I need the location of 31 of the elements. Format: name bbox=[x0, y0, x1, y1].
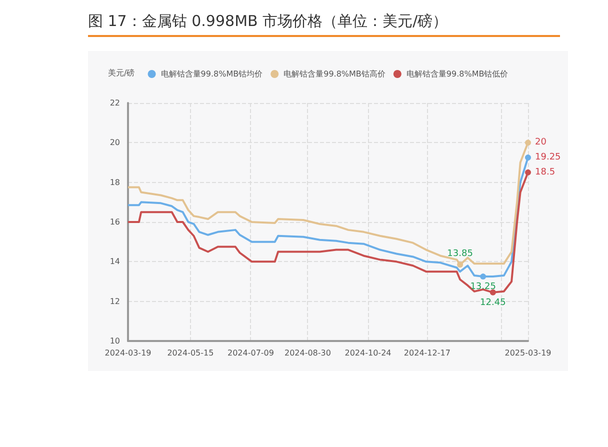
y-tick-label: 18 bbox=[110, 178, 120, 187]
point bbox=[490, 289, 496, 296]
y-tick-label: 20 bbox=[110, 138, 120, 148]
data-label: 12.45 bbox=[480, 298, 506, 308]
x-tick-label: 2025-03-19 bbox=[504, 348, 552, 358]
point bbox=[457, 262, 464, 268]
legend-label: 电解钴含量99.8%MB钴均价 bbox=[160, 70, 263, 78]
x-tick-label: 2024-05-15 bbox=[167, 348, 214, 358]
x-tick-label: 2024-12-17 bbox=[404, 348, 450, 358]
point bbox=[525, 154, 531, 161]
data-label: 13.25 bbox=[470, 282, 496, 292]
data-label: 19.25 bbox=[535, 152, 561, 163]
x-tick-label: 2024-03-19 bbox=[104, 348, 152, 358]
y-axis-title: 美元/磅 bbox=[108, 68, 135, 78]
chart-title: 图 17：金属钴 0.998MB 市场价格（单位：美元/磅） bbox=[88, 8, 560, 37]
x-tick-label: 2024-08-30 bbox=[284, 348, 331, 358]
data-label: 20 bbox=[535, 138, 547, 148]
data-label: 13.85 bbox=[447, 249, 473, 260]
y-tick-label: 14 bbox=[110, 257, 120, 266]
point bbox=[525, 140, 531, 146]
x-tick-label: 2024-10-24 bbox=[344, 348, 392, 358]
data-label: 18.5 bbox=[535, 167, 556, 178]
y-tick-label: 10 bbox=[110, 336, 120, 346]
y-tick-label: 12 bbox=[110, 296, 120, 306]
x-tick-label: 2024-07-09 bbox=[227, 348, 274, 358]
legend-label: 电解钴含量99.8%MB钴高价 bbox=[284, 70, 386, 78]
legend-label: 电解钴含量99.8%MB钴低价 bbox=[406, 70, 508, 78]
y-tick-label: 16 bbox=[110, 218, 120, 226]
point bbox=[480, 274, 486, 280]
y-tick-label: 22 bbox=[110, 98, 120, 108]
point bbox=[525, 169, 531, 176]
